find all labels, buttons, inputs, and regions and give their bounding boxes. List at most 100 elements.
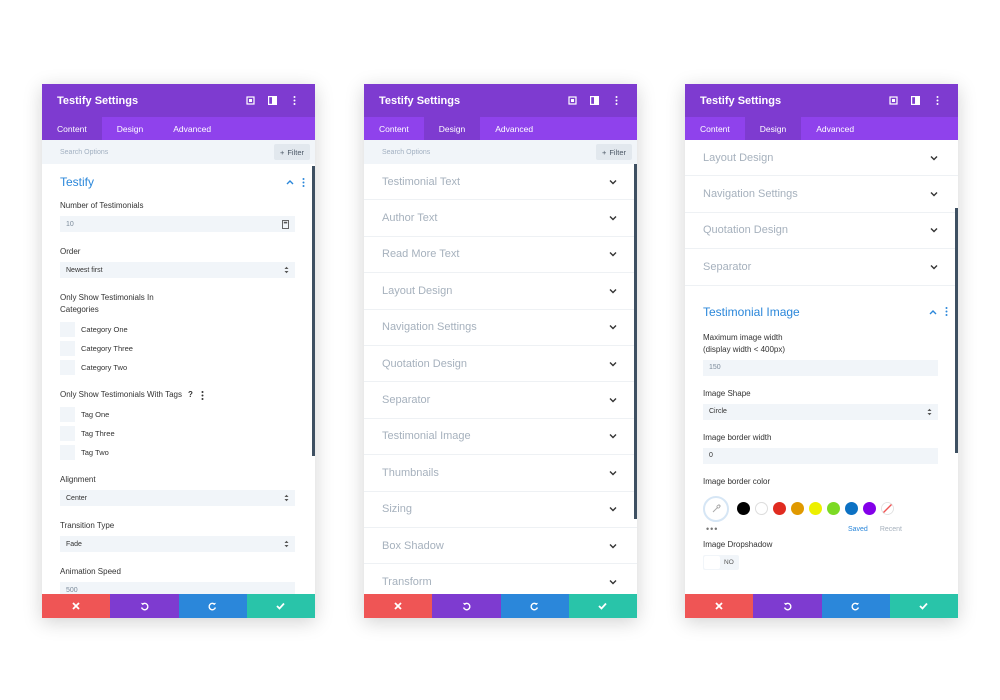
scrollbar[interactable] bbox=[634, 164, 637, 519]
panel-header: Testify Settings bbox=[364, 84, 637, 117]
checkbox[interactable] bbox=[60, 445, 75, 460]
field-border-color: Image border color ••• Saved Rec bbox=[685, 476, 958, 535]
section-separator[interactable]: Separator bbox=[685, 249, 958, 286]
undo-button[interactable] bbox=[753, 594, 822, 618]
recent-colors-tab[interactable]: Recent bbox=[879, 525, 902, 533]
expand-icon[interactable] bbox=[561, 90, 583, 112]
save-button[interactable] bbox=[246, 594, 315, 618]
redo-button[interactable] bbox=[500, 594, 569, 618]
more-colors-icon[interactable]: ••• bbox=[706, 524, 719, 535]
max-width-input[interactable]: 150 bbox=[703, 359, 938, 376]
split-view-icon[interactable] bbox=[261, 90, 283, 112]
checkbox-tag-one[interactable]: Tag One bbox=[42, 405, 315, 424]
tab-content[interactable]: Content bbox=[42, 117, 102, 140]
tab-content[interactable]: Content bbox=[379, 123, 409, 134]
kebab-icon[interactable] bbox=[201, 390, 204, 400]
more-options-icon[interactable] bbox=[926, 90, 948, 112]
checkbox-category-three[interactable]: Category Three bbox=[42, 339, 315, 358]
section-separator[interactable]: Separator bbox=[364, 382, 637, 419]
panel-header: Testify Settings bbox=[685, 84, 958, 117]
section-layout-design[interactable]: Layout Design bbox=[364, 273, 637, 310]
speed-input[interactable]: 500 bbox=[60, 582, 295, 594]
scrollbar[interactable] bbox=[312, 166, 315, 456]
swatch-yellow[interactable] bbox=[809, 502, 822, 516]
section-layout-design[interactable]: Layout Design bbox=[685, 140, 958, 177]
section-quotation-design[interactable]: Quotation Design bbox=[685, 213, 958, 250]
search-input[interactable]: Search Options bbox=[382, 148, 431, 156]
checkbox-category-one[interactable]: Category One bbox=[42, 320, 315, 339]
kebab-icon[interactable] bbox=[945, 307, 948, 317]
kebab-icon[interactable] bbox=[302, 177, 305, 187]
search-input[interactable]: Search Options bbox=[60, 148, 109, 156]
filter-button[interactable]: + Filter bbox=[273, 144, 310, 160]
section-read-more-text[interactable]: Read More Text bbox=[364, 237, 637, 274]
section-thumbnails[interactable]: Thumbnails bbox=[364, 455, 637, 492]
tab-advanced[interactable]: Advanced bbox=[173, 123, 212, 134]
cancel-button[interactable] bbox=[364, 594, 433, 618]
number-input[interactable]: 10 bbox=[60, 216, 295, 232]
section-testimonial-image[interactable]: Testimonial Image bbox=[364, 419, 637, 456]
section-navigation-settings[interactable]: Navigation Settings bbox=[364, 310, 637, 346]
checkbox-category-two[interactable]: Category Two bbox=[42, 358, 315, 377]
split-view-icon[interactable] bbox=[904, 90, 926, 112]
more-options-icon[interactable] bbox=[605, 90, 627, 112]
order-select[interactable]: Newest first bbox=[60, 262, 295, 278]
swatch-red[interactable] bbox=[773, 502, 786, 516]
section-author-text[interactable]: Author Text bbox=[364, 200, 637, 237]
section-box-shadow[interactable]: Box Shadow bbox=[364, 528, 637, 565]
redo-button[interactable] bbox=[178, 594, 247, 618]
section-quotation-design[interactable]: Quotation Design bbox=[364, 346, 637, 383]
shape-select[interactable]: Circle bbox=[703, 403, 938, 420]
transition-select[interactable]: Fade bbox=[60, 536, 295, 552]
section-navigation-settings[interactable]: Navigation Settings bbox=[685, 176, 958, 213]
swatch-white[interactable] bbox=[755, 502, 768, 516]
calculator-icon[interactable] bbox=[282, 219, 289, 229]
swatch-orange[interactable] bbox=[791, 502, 804, 516]
undo-button[interactable] bbox=[432, 594, 501, 618]
saved-colors-tab[interactable]: Saved bbox=[847, 525, 868, 533]
save-button[interactable] bbox=[568, 594, 637, 618]
checkbox[interactable] bbox=[60, 426, 75, 441]
help-icon[interactable]: ? bbox=[187, 390, 193, 399]
border-width-input[interactable]: 0 bbox=[703, 447, 938, 464]
scrollbar[interactable] bbox=[955, 208, 958, 453]
tab-design[interactable]: Design bbox=[423, 117, 481, 140]
expand-icon[interactable] bbox=[239, 90, 261, 112]
no-color-icon[interactable] bbox=[881, 502, 894, 515]
cancel-button[interactable] bbox=[42, 594, 111, 618]
swatch-purple[interactable] bbox=[863, 502, 876, 516]
tab-content[interactable]: Content bbox=[700, 123, 730, 134]
swatch-blue[interactable] bbox=[845, 502, 858, 516]
checkbox-tag-two[interactable]: Tag Two bbox=[42, 443, 315, 462]
checkbox[interactable] bbox=[60, 341, 75, 356]
chevron-down-icon bbox=[609, 470, 617, 476]
dropshadow-toggle[interactable]: NO bbox=[703, 554, 739, 570]
split-view-icon[interactable] bbox=[583, 90, 605, 112]
swatch-black[interactable] bbox=[737, 502, 750, 516]
field-max-image-width: Maximum image width (display width < 400… bbox=[685, 332, 958, 376]
group-header-testimonial-image[interactable]: Testimonial Image bbox=[685, 286, 958, 332]
field-label: Image border color bbox=[703, 476, 771, 486]
tab-design[interactable]: Design bbox=[744, 117, 802, 140]
save-button[interactable] bbox=[889, 594, 958, 618]
filter-button[interactable]: + Filter bbox=[595, 144, 632, 160]
redo-button[interactable] bbox=[821, 594, 890, 618]
alignment-select[interactable]: Center bbox=[60, 490, 295, 506]
expand-icon[interactable] bbox=[882, 90, 904, 112]
tab-design[interactable]: Design bbox=[116, 123, 144, 134]
tab-advanced[interactable]: Advanced bbox=[495, 123, 534, 134]
undo-button[interactable] bbox=[110, 594, 179, 618]
group-header-testify[interactable]: Testify bbox=[42, 164, 315, 200]
checkbox[interactable] bbox=[60, 322, 75, 337]
section-testimonial-text[interactable]: Testimonial Text bbox=[364, 164, 637, 201]
section-sizing[interactable]: Sizing bbox=[364, 492, 637, 528]
checkbox-tag-three[interactable]: Tag Three bbox=[42, 424, 315, 443]
tab-advanced[interactable]: Advanced bbox=[816, 123, 855, 134]
color-picker-button[interactable] bbox=[703, 495, 729, 522]
swatch-green[interactable] bbox=[827, 502, 840, 516]
checkbox[interactable] bbox=[60, 407, 75, 422]
more-options-icon[interactable] bbox=[283, 90, 305, 112]
checkbox[interactable] bbox=[60, 360, 75, 375]
section-transform[interactable]: Transform bbox=[364, 564, 637, 594]
cancel-button[interactable] bbox=[685, 594, 754, 618]
